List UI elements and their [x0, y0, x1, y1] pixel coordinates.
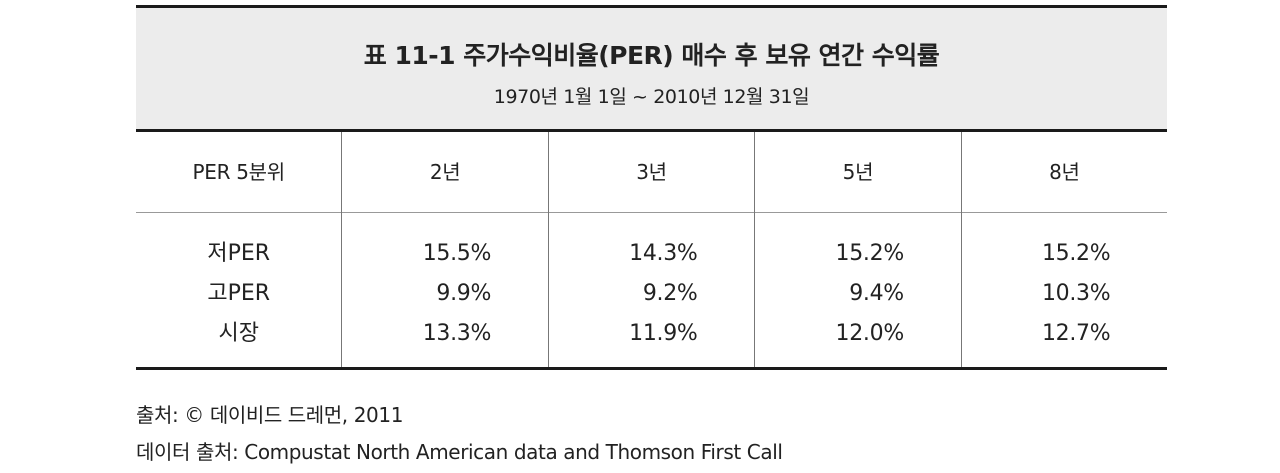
header-5-year: 5년	[755, 132, 961, 213]
column-per-quintile: PER 5분위 저PER 고PER 시장	[136, 132, 342, 367]
cell-high-per-3y: 9.2%	[642, 281, 698, 306]
row-labels: 저PER 고PER 시장	[136, 213, 341, 367]
header-2-year: 2년	[342, 132, 548, 213]
table-grid: PER 5분위 저PER 고PER 시장 2년 15.5% 9.9% 13.3%…	[136, 132, 1168, 367]
row-label-high-per: 고PER	[207, 281, 271, 306]
cell-low-per-2y: 15.5%	[422, 241, 492, 266]
cell-high-per-2y: 9.9%	[436, 281, 492, 306]
values-3-year: 14.3% 9.2% 11.9%	[549, 213, 754, 367]
header-per-quintile: PER 5분위	[136, 132, 342, 213]
cell-market-8y: 12.7%	[1041, 321, 1111, 346]
values-5-year: 15.2% 9.4% 12.0%	[755, 213, 960, 367]
source-note: 출처: © 데이비드 드레먼, 2011	[136, 403, 404, 427]
per-returns-table: 표 11-1 주가수익비율(PER) 매수 후 보유 연간 수익률 1970년 …	[136, 5, 1168, 370]
cell-market-2y: 13.3%	[422, 321, 492, 346]
row-label-low-per: 저PER	[207, 241, 271, 266]
cell-high-per-5y: 9.4%	[849, 281, 904, 306]
table-bottom-rule	[136, 367, 1167, 370]
row-label-market: 시장	[218, 321, 259, 346]
header-8-year: 8년	[961, 132, 1168, 213]
table-header-band: 표 11-1 주가수익비율(PER) 매수 후 보유 연간 수익률 1970년 …	[136, 5, 1167, 132]
header-3-year: 3년	[548, 132, 755, 213]
cell-low-per-5y: 15.2%	[835, 241, 905, 266]
column-3-year: 3년 14.3% 9.2% 11.9%	[547, 132, 755, 367]
cell-low-per-3y: 14.3%	[629, 241, 698, 266]
values-8-year: 15.2% 10.3% 12.7%	[962, 213, 1167, 367]
table-title: 표 11-1 주가수익비율(PER) 매수 후 보유 연간 수익률	[363, 41, 940, 70]
cell-low-per-8y: 15.2%	[1041, 241, 1111, 266]
table-subtitle: 1970년 1월 1일 ~ 2010년 12월 31일	[493, 86, 810, 108]
cell-high-per-8y: 10.3%	[1041, 281, 1111, 306]
column-2-year: 2년 15.5% 9.9% 13.3%	[341, 132, 548, 367]
data-source-note: 데이터 출처: Compustat North American data an…	[136, 440, 783, 464]
cell-market-5y: 12.0%	[835, 321, 905, 346]
column-8-year: 8년 15.2% 10.3% 12.7%	[960, 132, 1168, 367]
values-2-year: 15.5% 9.9% 13.3%	[342, 213, 547, 367]
column-5-year: 5년 15.2% 9.4% 12.0%	[754, 132, 961, 367]
table-footer: 출처: © 데이비드 드레먼, 2011 데이터 출처: Compustat N…	[136, 397, 783, 471]
cell-market-3y: 11.9%	[629, 321, 698, 346]
